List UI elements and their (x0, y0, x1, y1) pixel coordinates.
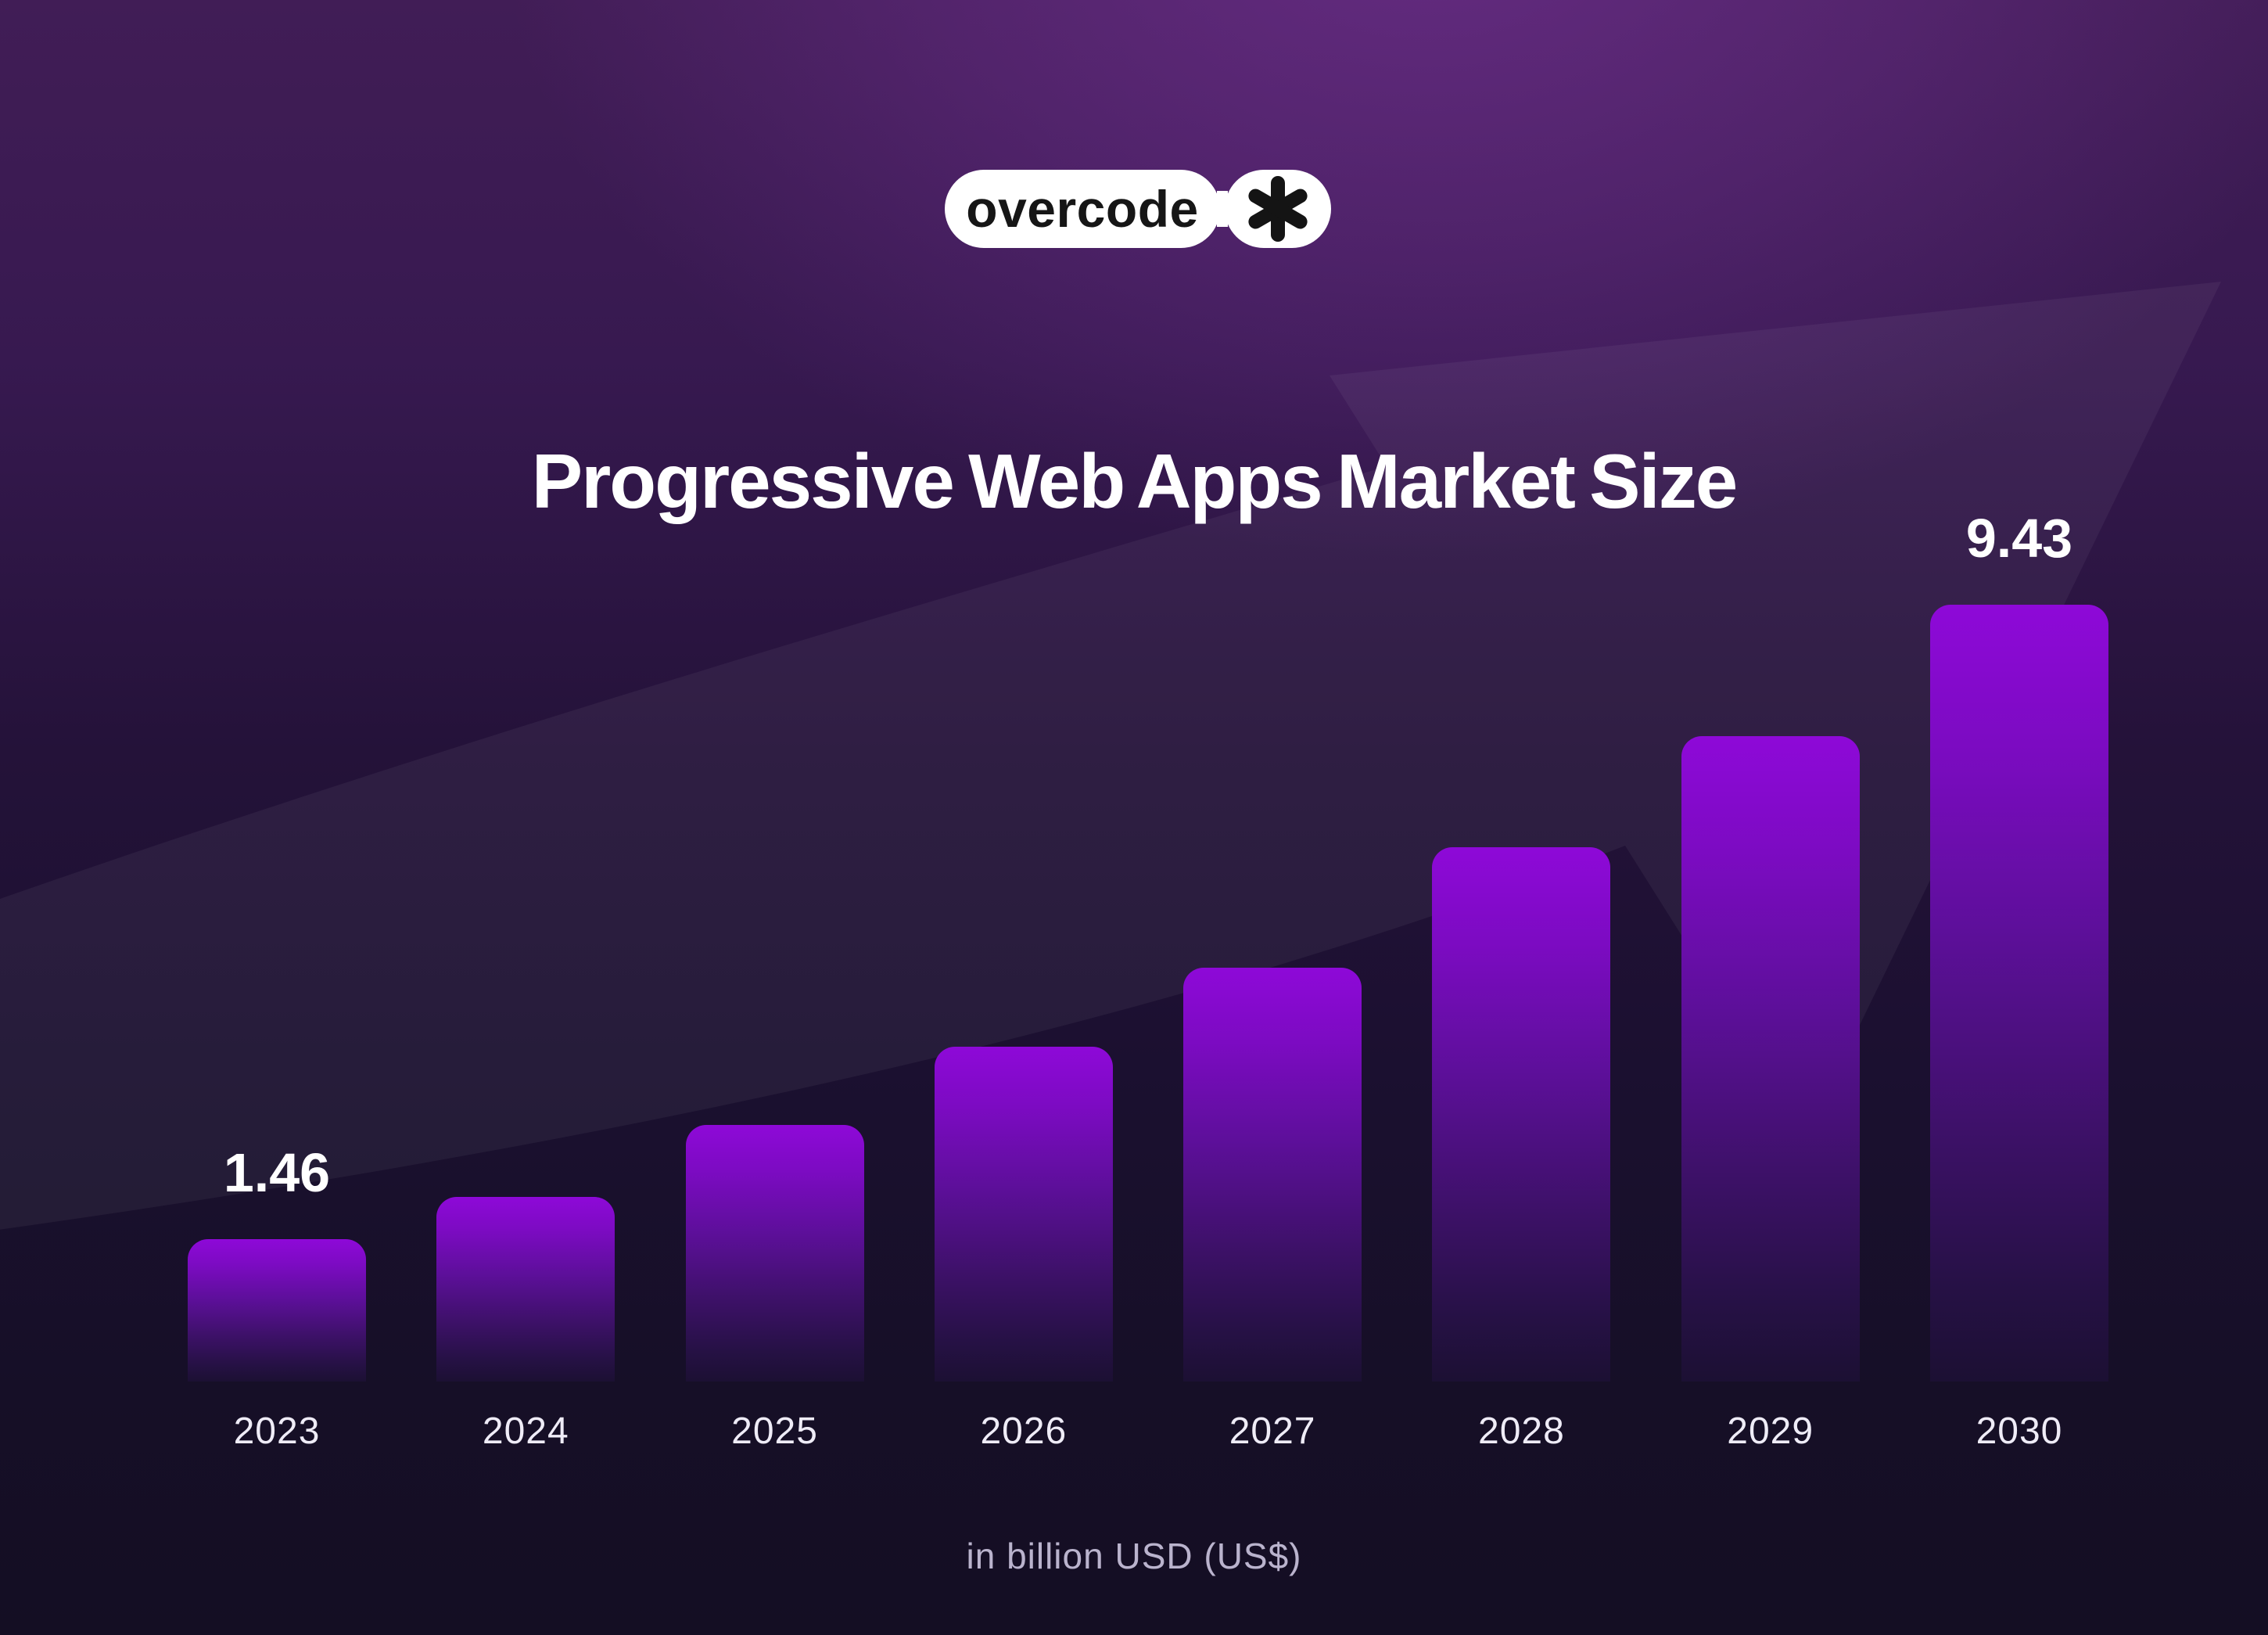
brand-asterisk-badge (1225, 170, 1331, 248)
bar-2027 (1183, 968, 1362, 1382)
brand-pill: overcode (945, 170, 1220, 248)
unit-footnote: in billion USD (US$) (966, 1536, 1302, 1576)
year-label-2024: 2024 (482, 1410, 569, 1452)
bar-2025 (685, 1125, 864, 1382)
year-label-2030: 2030 (1976, 1410, 2063, 1452)
brand-name: overcode (966, 180, 1199, 238)
bar-2026 (934, 1047, 1113, 1382)
arrow-swoosh-shape (0, 282, 2221, 1230)
year-label-2026: 2026 (980, 1410, 1068, 1452)
bar-2030 (1929, 605, 2108, 1382)
value-label-2030: 9.43 (1965, 508, 2073, 569)
value-label-2023: 1.46 (223, 1142, 331, 1203)
brand-logo: overcode (945, 170, 1331, 248)
year-label-2027: 2027 (1229, 1410, 1316, 1452)
year-label-2023: 2023 (233, 1410, 321, 1452)
chart-title: Progressive Web Apps Market Size (531, 437, 1738, 524)
year-label-2029: 2029 (1727, 1410, 1814, 1452)
bar-2028 (1432, 847, 1611, 1382)
bar-2029 (1681, 736, 1860, 1382)
bar-2023 (188, 1239, 366, 1382)
year-label-2028: 2028 (1478, 1410, 1565, 1452)
bar-2024 (436, 1197, 615, 1382)
year-label-2025: 2025 (731, 1410, 818, 1452)
